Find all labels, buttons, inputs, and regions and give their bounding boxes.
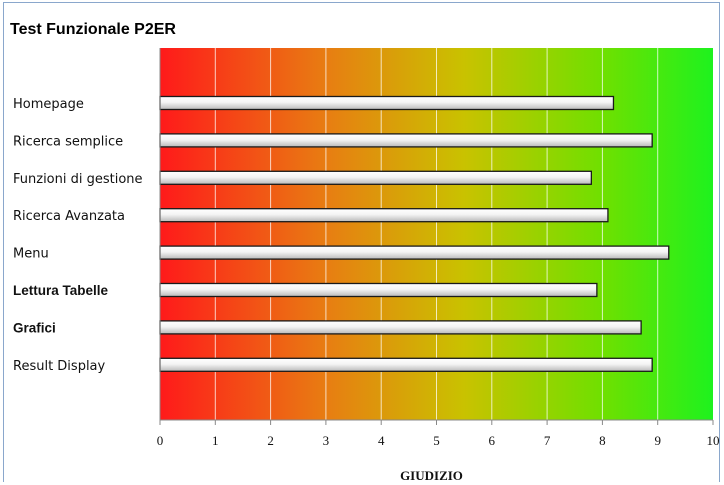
bar-ricerca-avanzata xyxy=(159,208,609,223)
bar-funzioni-di-gestione xyxy=(159,170,592,185)
category-label: Lettura Tabelle xyxy=(13,283,109,298)
category-label: Homepage xyxy=(13,97,84,112)
x-tick-label: 6 xyxy=(489,433,496,448)
x-tick-label: 10 xyxy=(707,433,720,448)
x-tick-label: 5 xyxy=(433,433,440,448)
category-label: Menu xyxy=(13,247,49,262)
bar-result-display xyxy=(159,357,653,372)
bar-lettura-tabelle xyxy=(159,282,598,298)
chart-title: Test Funzionale P2ER xyxy=(10,21,176,38)
category-label: Grafici xyxy=(13,320,56,335)
x-axis-title: GIUDIZIO xyxy=(400,468,463,483)
bar-ricerca-semplice xyxy=(159,133,653,148)
x-tick-label: 9 xyxy=(654,433,661,448)
x-tick-label: 7 xyxy=(544,433,551,448)
bar-grafici xyxy=(159,320,642,335)
x-tick-label: 3 xyxy=(323,433,330,448)
x-tick-label: 0 xyxy=(157,433,164,448)
x-tick-label: 2 xyxy=(267,433,274,448)
category-label: Funzioni di gestione xyxy=(13,172,143,187)
category-label: Ricerca semplice xyxy=(13,134,123,149)
x-tick-label: 8 xyxy=(599,433,606,448)
bar-menu xyxy=(159,245,670,260)
x-tick-label: 4 xyxy=(378,433,385,448)
bar-homepage xyxy=(159,95,615,111)
category-label: Result Display xyxy=(13,359,106,374)
x-tick-label: 1 xyxy=(212,433,219,448)
chart-frame xyxy=(3,2,720,482)
category-label: Ricerca Avanzata xyxy=(13,209,125,224)
